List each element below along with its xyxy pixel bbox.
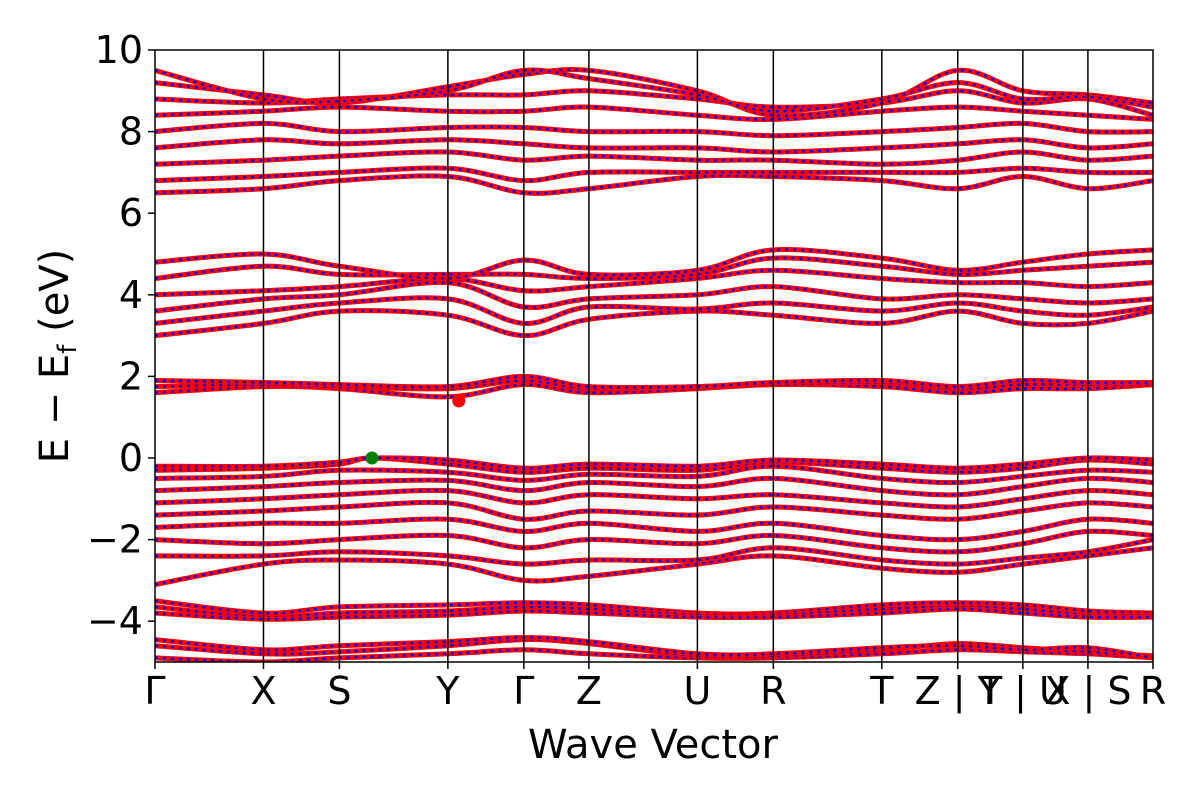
x-tick-label-10: T | U: [978, 669, 1067, 714]
x-tick-label-5: Z: [576, 669, 602, 713]
x-axis-label: Wave Vector: [528, 722, 779, 768]
x-tick-label-2: S: [327, 669, 351, 713]
x-tick-label-9: Z | Y: [915, 669, 1002, 714]
y-axis-label-unit: (eV): [32, 249, 78, 345]
y-tick-label-4: 4: [119, 273, 143, 317]
kpath-separators: [262, 50, 1089, 662]
x-tick-label-11: X | S: [1044, 669, 1131, 714]
cbm-marker: [452, 394, 466, 408]
y-tick-label-5: 6: [119, 191, 143, 235]
x-tick-label-0: Γ: [144, 669, 165, 713]
band-9-spin-up: [155, 516, 1153, 543]
y-axis-label: E − Ef (eV): [32, 249, 83, 464]
band-33-spin-down: [155, 68, 1153, 113]
x-tick-label-3: Y: [435, 669, 460, 713]
vbm-marker: [365, 451, 379, 465]
x-tick-label-4: Γ: [513, 669, 534, 713]
y-tick-label-0: −4: [87, 599, 143, 643]
y-tick-label-2: 0: [119, 436, 143, 480]
band-33-spin-up: [155, 67, 1153, 114]
band-29-spin-up: [155, 120, 1153, 139]
band-25-spin-up: [155, 172, 1153, 196]
x-tick-label-7: R: [760, 669, 786, 713]
y-axis-label-main: E − E: [32, 354, 78, 464]
x-tick-label-1: X: [250, 669, 276, 713]
band-28-spin-up: [155, 137, 1153, 155]
x-tick-label-12: R: [1140, 669, 1166, 713]
y-tick-label-1: −2: [87, 518, 143, 562]
y-axis-label-subscript: f: [53, 344, 83, 354]
band-11-spin-up: [155, 487, 1153, 510]
x-tick-label-8: T: [869, 669, 894, 713]
y-axis-ticks: −4 −2 0 2 4 6 8 10: [87, 28, 155, 643]
y-tick-label-6: 8: [119, 110, 143, 154]
x-tick-label-6: U: [683, 669, 711, 713]
band-10-spin-up: [155, 499, 1153, 522]
extrema-markers: [365, 394, 466, 465]
y-tick-label-7: 10: [95, 28, 143, 72]
plot-frame: [154, 49, 1154, 663]
y-tick-label-3: 2: [119, 354, 143, 398]
bands-layer: [155, 67, 1153, 662]
